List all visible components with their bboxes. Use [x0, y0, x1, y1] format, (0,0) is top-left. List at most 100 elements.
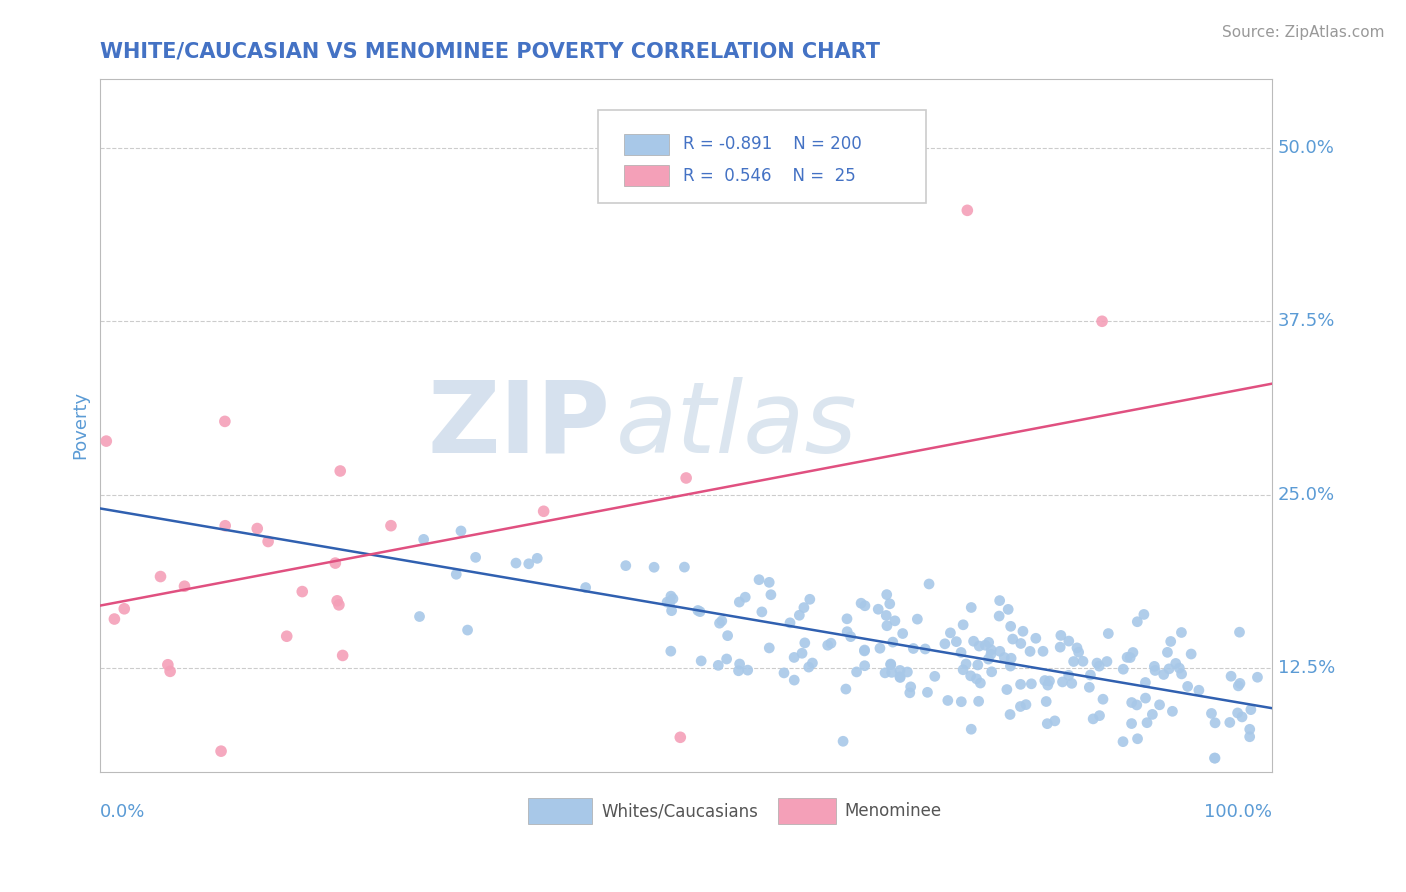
Point — [900, 680, 922, 694]
Point — [873, 665, 896, 680]
Point — [820, 636, 842, 650]
Point — [575, 581, 598, 595]
Point — [801, 656, 824, 670]
Point — [1160, 634, 1182, 648]
Point — [779, 615, 801, 630]
Point — [876, 588, 898, 602]
Point — [450, 524, 472, 538]
Point — [408, 609, 430, 624]
Point — [797, 660, 820, 674]
Point — [1121, 696, 1143, 710]
Point — [716, 652, 738, 666]
Point — [1036, 678, 1059, 692]
Point — [707, 658, 730, 673]
Point — [517, 557, 540, 571]
Point — [966, 672, 988, 686]
Point — [1021, 677, 1043, 691]
Point — [879, 597, 901, 611]
Point — [748, 573, 770, 587]
Point — [882, 635, 904, 649]
Point — [1043, 714, 1066, 728]
Point — [853, 599, 876, 613]
Point — [1025, 632, 1047, 646]
Point — [1000, 651, 1022, 665]
Point — [889, 670, 911, 684]
Point — [214, 414, 236, 428]
Point — [614, 558, 637, 573]
Point — [728, 595, 751, 609]
Point — [1230, 710, 1253, 724]
Point — [329, 464, 352, 478]
Point — [686, 603, 709, 617]
Point — [917, 685, 939, 699]
Point — [1060, 676, 1083, 690]
Point — [1126, 698, 1149, 712]
Point — [960, 723, 983, 737]
Point — [880, 665, 903, 680]
Point — [1112, 734, 1135, 748]
Point — [1010, 636, 1032, 650]
Point — [159, 665, 181, 679]
Point — [1240, 703, 1263, 717]
Point — [326, 594, 349, 608]
Point — [1035, 694, 1057, 708]
Point — [103, 612, 125, 626]
Point — [817, 638, 839, 652]
Point — [1032, 644, 1054, 658]
Point — [1135, 675, 1157, 690]
Point — [759, 588, 782, 602]
Text: ZIP: ZIP — [427, 376, 610, 474]
Point — [974, 638, 997, 652]
Point — [659, 589, 682, 603]
Point — [1177, 680, 1199, 694]
Point — [1033, 673, 1056, 688]
Point — [1144, 664, 1167, 678]
Point — [903, 641, 925, 656]
Point — [1112, 662, 1135, 676]
Y-axis label: Poverty: Poverty — [72, 392, 89, 459]
Point — [993, 650, 1015, 665]
Point — [918, 577, 941, 591]
Point — [661, 604, 683, 618]
Point — [1000, 659, 1022, 673]
Point — [1126, 615, 1149, 629]
Point — [988, 644, 1011, 658]
Point — [446, 567, 468, 582]
Text: 50.0%: 50.0% — [1278, 139, 1334, 157]
Text: 37.5%: 37.5% — [1278, 312, 1336, 330]
Point — [977, 652, 1000, 666]
Point — [1057, 668, 1080, 682]
Point — [879, 657, 901, 671]
Point — [977, 635, 1000, 649]
Point — [328, 598, 350, 612]
Point — [889, 664, 911, 678]
Point — [880, 657, 903, 672]
Point — [924, 669, 946, 683]
Point — [1161, 704, 1184, 718]
Point — [783, 650, 806, 665]
Point — [149, 569, 172, 583]
Point — [728, 657, 751, 671]
Point — [997, 602, 1019, 616]
Text: atlas: atlas — [616, 376, 858, 474]
Point — [1164, 657, 1187, 671]
Point — [1083, 712, 1105, 726]
FancyBboxPatch shape — [529, 797, 592, 824]
Point — [960, 600, 983, 615]
Point — [323, 556, 346, 570]
Point — [959, 669, 981, 683]
Point — [1157, 662, 1180, 676]
Point — [876, 618, 898, 632]
Text: Whites/Caucasians: Whites/Caucasians — [602, 803, 759, 821]
Point — [709, 616, 731, 631]
Point — [710, 614, 733, 628]
Point — [845, 665, 868, 679]
Point — [1063, 655, 1085, 669]
Point — [1121, 716, 1143, 731]
Point — [837, 624, 859, 639]
Point — [257, 534, 280, 549]
Point — [658, 595, 681, 609]
Point — [799, 592, 821, 607]
Point — [675, 471, 697, 485]
Point — [1095, 655, 1118, 669]
